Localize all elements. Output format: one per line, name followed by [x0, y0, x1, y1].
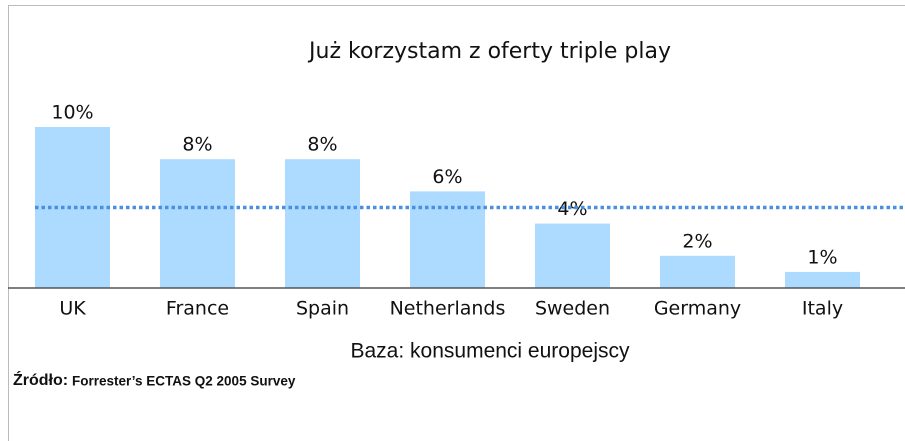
x-tick-label: Italy	[802, 298, 843, 320]
x-tick-label: Germany	[654, 298, 741, 320]
bar	[535, 223, 610, 288]
x-tick-label: Sweden	[535, 298, 610, 320]
bar	[35, 127, 110, 288]
bar	[785, 271, 860, 288]
value-label: 6%	[432, 166, 462, 188]
value-label: 10%	[51, 102, 93, 124]
chart-title: Już korzystam z oferty triple play	[307, 39, 671, 64]
bar	[660, 255, 735, 288]
source-label: Źródło:	[13, 370, 68, 389]
bar	[160, 159, 235, 288]
value-label: 8%	[307, 134, 337, 156]
x-tick-label: France	[166, 298, 229, 320]
base-note: Baza: konsumenci europejscy	[351, 340, 630, 363]
bar	[285, 159, 360, 288]
value-label: 8%	[182, 134, 212, 156]
value-label: 1%	[807, 246, 837, 268]
source: Forrester’s ECTAS Q2 2005 Survey	[72, 374, 296, 389]
x-tick-label: Netherlands	[390, 298, 506, 320]
value-label: 2%	[682, 230, 712, 252]
value-label: 4%	[557, 198, 587, 220]
x-tick-label: Spain	[296, 298, 349, 320]
x-tick-label: UK	[59, 298, 86, 320]
